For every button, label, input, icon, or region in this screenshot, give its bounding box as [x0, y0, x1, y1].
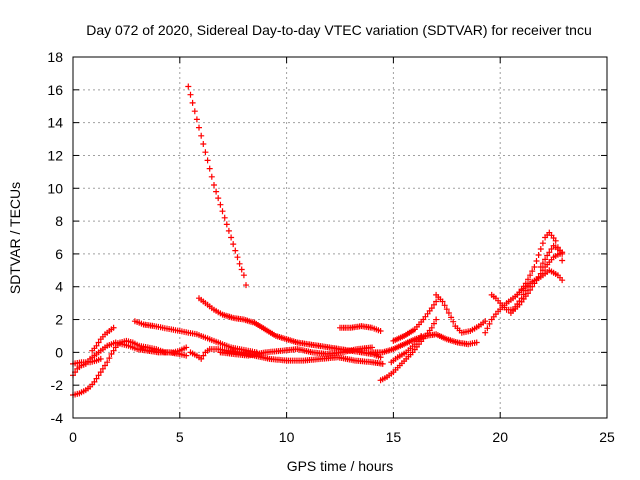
point-markers [337, 323, 384, 335]
point-markers [70, 339, 190, 379]
y-tick-label: 14 [47, 115, 63, 131]
series-arc-i [217, 344, 376, 359]
point-markers [433, 291, 489, 336]
y-tick-label: -2 [51, 377, 64, 393]
point-markers [390, 298, 440, 344]
point-markers [537, 242, 566, 270]
point-markers [369, 331, 480, 356]
series-arc-b [70, 339, 190, 379]
y-tick-label: 0 [55, 344, 63, 360]
point-markers [388, 332, 425, 366]
point-markers [196, 295, 384, 361]
chart-title: Day 072 of 2020, Sidereal Day-to-day VTE… [86, 22, 592, 38]
series-arc-r [507, 249, 566, 316]
point-markers [514, 229, 566, 298]
y-axis-label: SDTVAR / TECUs [7, 182, 23, 294]
series-arc-l [377, 316, 440, 384]
x-tick-label: 0 [69, 429, 77, 445]
y-tick-label: -4 [51, 410, 64, 426]
y-tick-label: 18 [47, 49, 63, 65]
series-arc-g [187, 346, 386, 367]
y-tick-label: 2 [55, 312, 63, 328]
point-markers [507, 249, 566, 316]
point-markers [217, 344, 376, 359]
point-markers [185, 83, 250, 289]
series-arc-o [433, 291, 489, 336]
series-arc-m [390, 298, 440, 344]
series-arc-j [337, 323, 384, 335]
x-axis-label: GPS time / hours [287, 458, 394, 474]
series-arc-n [388, 332, 425, 366]
series-arc-t [537, 242, 566, 270]
y-tick-label: 12 [47, 147, 63, 163]
point-markers [89, 324, 117, 354]
y-tick-label: 6 [55, 246, 63, 262]
series-arc-d [89, 324, 117, 354]
point-markers [131, 318, 260, 356]
data-marks [70, 83, 566, 398]
series-arc-s [514, 229, 566, 298]
axis-ticks: 0 5 10 15 20 25 -4 -2 0 2 4 6 8 10 12 14 16 18 [47, 49, 615, 445]
x-tick-label: 10 [279, 429, 295, 445]
plot-frame [72, 56, 608, 419]
x-tick-label: 5 [176, 429, 184, 445]
series-arc-h [196, 295, 384, 361]
y-tick-label: 4 [55, 279, 63, 295]
x-tick-label: 25 [599, 429, 615, 445]
grid-lines [73, 57, 607, 418]
point-markers [187, 346, 386, 367]
y-tick-label: 10 [47, 180, 63, 196]
series-arc-f [185, 83, 250, 289]
series-arc-e [131, 318, 260, 356]
y-tick-label: 8 [55, 213, 63, 229]
x-tick-label: 15 [386, 429, 402, 445]
point-markers [377, 316, 440, 384]
y-tick-label: 16 [47, 82, 63, 98]
series-arc-k [369, 331, 480, 356]
x-tick-label: 20 [492, 429, 508, 445]
